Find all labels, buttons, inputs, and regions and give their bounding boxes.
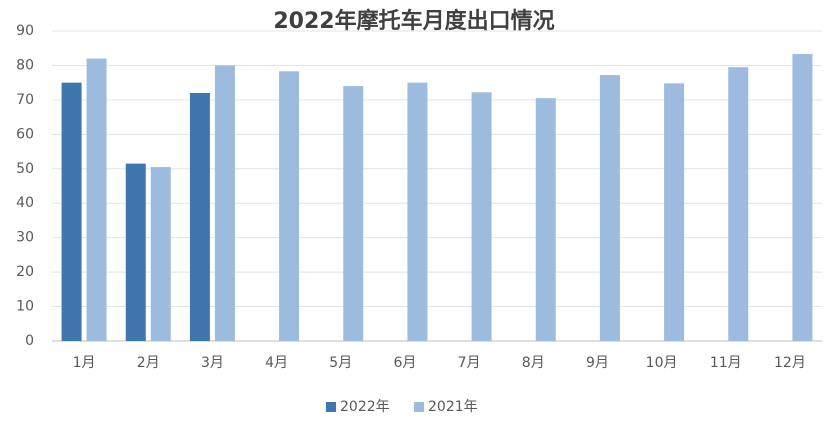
legend-label: 2021年	[428, 399, 478, 415]
y-tick-label: 40	[16, 195, 34, 211]
y-tick-label: 10	[16, 299, 34, 315]
bar	[664, 83, 685, 341]
bar	[189, 93, 210, 341]
x-tick-label: 4月	[265, 355, 288, 371]
legend-label: 2022年	[340, 399, 390, 415]
x-tick-label: 10月	[646, 355, 678, 371]
legend-swatch	[326, 402, 336, 412]
bar	[471, 92, 492, 341]
bar	[61, 82, 82, 342]
bar	[86, 58, 107, 342]
bar	[279, 71, 300, 342]
y-tick-label: 90	[16, 23, 34, 39]
x-tick-label: 11月	[710, 355, 742, 371]
y-tick-label: 30	[16, 230, 34, 246]
bar	[728, 67, 749, 342]
y-tick-label: 60	[16, 126, 34, 142]
y-tick-label: 0	[25, 333, 34, 349]
y-tick-label: 80	[16, 57, 34, 73]
chart-title: 2022年摩托车月度出口情况	[273, 8, 554, 34]
x-tick-label: 1月	[73, 355, 96, 371]
bar	[792, 54, 813, 341]
x-tick-label: 7月	[458, 355, 481, 371]
legend-swatch	[414, 402, 424, 412]
bar	[407, 82, 428, 342]
y-tick-label: 50	[16, 161, 34, 177]
bar	[125, 163, 146, 341]
bar	[599, 75, 620, 341]
x-tick-label: 5月	[329, 355, 352, 371]
x-tick-label: 12月	[774, 355, 806, 371]
bar	[343, 86, 364, 341]
bar	[214, 65, 235, 341]
x-tick-label: 2月	[137, 355, 160, 371]
x-tick-label: 3月	[201, 355, 224, 371]
bar	[535, 98, 556, 342]
bar	[150, 167, 171, 341]
y-tick-label: 20	[16, 264, 34, 280]
x-tick-label: 8月	[522, 355, 545, 371]
x-tick-label: 9月	[586, 355, 609, 371]
y-tick-label: 70	[16, 92, 34, 108]
x-tick-label: 6月	[393, 355, 416, 371]
